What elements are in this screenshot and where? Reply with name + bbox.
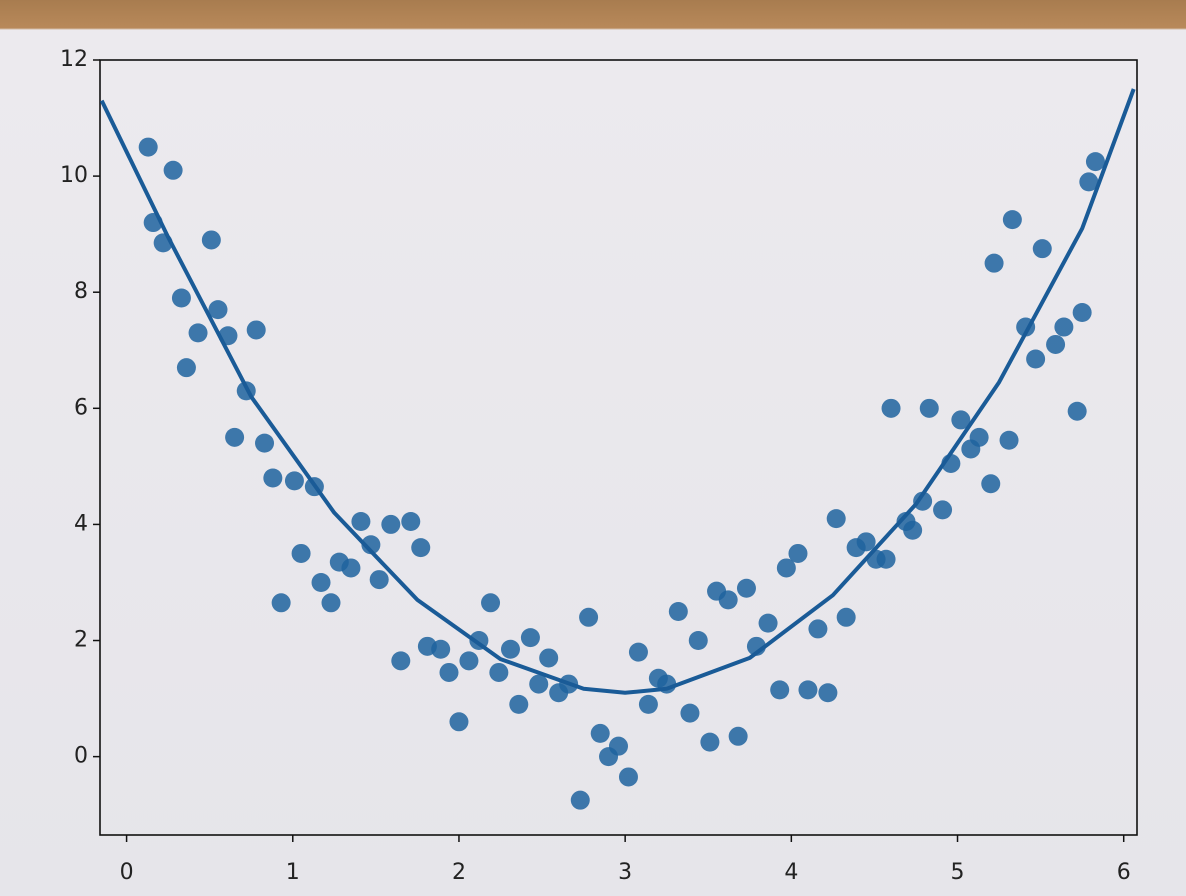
data-point: [188, 323, 208, 343]
data-point: [449, 712, 469, 732]
data-point: [728, 726, 748, 746]
data-point: [798, 680, 818, 700]
data-point: [881, 398, 901, 418]
data-point: [919, 398, 939, 418]
data-point: [788, 543, 808, 563]
data-point: [836, 607, 856, 627]
data-point: [481, 593, 501, 613]
data-point: [284, 471, 304, 491]
data-point: [255, 433, 275, 453]
fit-curve: [99, 88, 1136, 695]
data-point: [638, 694, 658, 714]
data-point: [1032, 239, 1052, 259]
data-point: [391, 651, 411, 671]
data-point: [1054, 317, 1074, 337]
y-tick-label: 10: [60, 163, 88, 188]
data-point: [688, 631, 708, 651]
data-point: [291, 543, 311, 563]
data-point: [500, 639, 520, 659]
data-point: [321, 593, 341, 613]
data-point: [361, 535, 381, 555]
data-point: [351, 512, 371, 532]
data-point: [668, 601, 688, 621]
x-tick-label: 6: [1117, 860, 1131, 885]
data-point: [1067, 401, 1087, 421]
data-point: [529, 674, 549, 694]
data-point: [818, 683, 838, 703]
data-point: [271, 593, 291, 613]
data-point: [520, 628, 540, 648]
data-point: [628, 642, 648, 662]
data-point: [951, 410, 971, 430]
data-point: [618, 767, 638, 787]
data-point: [913, 491, 933, 511]
data-point: [509, 694, 529, 714]
y-tick-label: 0: [74, 744, 88, 769]
data-point: [369, 570, 389, 590]
y-tick-label: 12: [60, 47, 88, 72]
data-point: [570, 790, 590, 810]
data-point: [439, 662, 459, 682]
data-point: [539, 648, 559, 668]
x-tick-label: 2: [452, 860, 466, 885]
data-point: [808, 619, 828, 639]
x-tick-label: 3: [618, 860, 632, 885]
data-point: [826, 509, 846, 529]
y-tick-label: 6: [74, 395, 88, 420]
data-point: [609, 736, 628, 756]
data-point: [176, 358, 196, 378]
data-point: [680, 703, 700, 723]
data-point: [770, 680, 790, 700]
data-point: [489, 662, 509, 682]
data-point: [700, 732, 720, 752]
data-point: [138, 137, 158, 157]
data-point: [736, 578, 756, 598]
data-point: [981, 474, 1001, 494]
data-point: [381, 514, 401, 534]
data-point: [225, 427, 245, 447]
data-point: [718, 590, 738, 610]
data-point: [969, 427, 989, 447]
data-point: [459, 651, 479, 671]
data-point: [1085, 152, 1105, 172]
data-point: [876, 549, 896, 569]
data-point: [431, 639, 451, 659]
data-point: [263, 468, 283, 488]
data-point: [201, 230, 221, 250]
data-point: [163, 160, 183, 180]
y-tick-label: 8: [74, 279, 88, 304]
data-point: [984, 253, 1004, 273]
data-point: [1072, 303, 1092, 323]
x-tick-label: 0: [120, 860, 134, 885]
data-point: [401, 512, 421, 532]
x-tick-label: 4: [784, 860, 798, 885]
data-point: [758, 613, 778, 633]
data-point: [1079, 172, 1099, 192]
data-point: [208, 300, 228, 320]
data-point: [1002, 210, 1022, 230]
data-point: [856, 532, 876, 552]
data-point: [411, 538, 431, 558]
data-point: [341, 558, 361, 578]
data-point: [1046, 334, 1066, 354]
y-tick-label: 2: [74, 628, 88, 653]
y-tick-label: 4: [74, 511, 88, 536]
data-point: [999, 430, 1019, 450]
x-tick-label: 1: [286, 860, 300, 885]
plot-frame: [99, 59, 1138, 836]
data-point: [933, 500, 953, 520]
data-point: [311, 572, 331, 592]
data-point: [246, 320, 266, 340]
x-tick-label: 5: [951, 860, 965, 885]
data-point: [903, 520, 923, 540]
data-point: [590, 723, 610, 743]
data-point: [1026, 349, 1046, 369]
data-point: [776, 558, 796, 578]
data-point: [579, 607, 599, 627]
data-point: [171, 288, 191, 308]
